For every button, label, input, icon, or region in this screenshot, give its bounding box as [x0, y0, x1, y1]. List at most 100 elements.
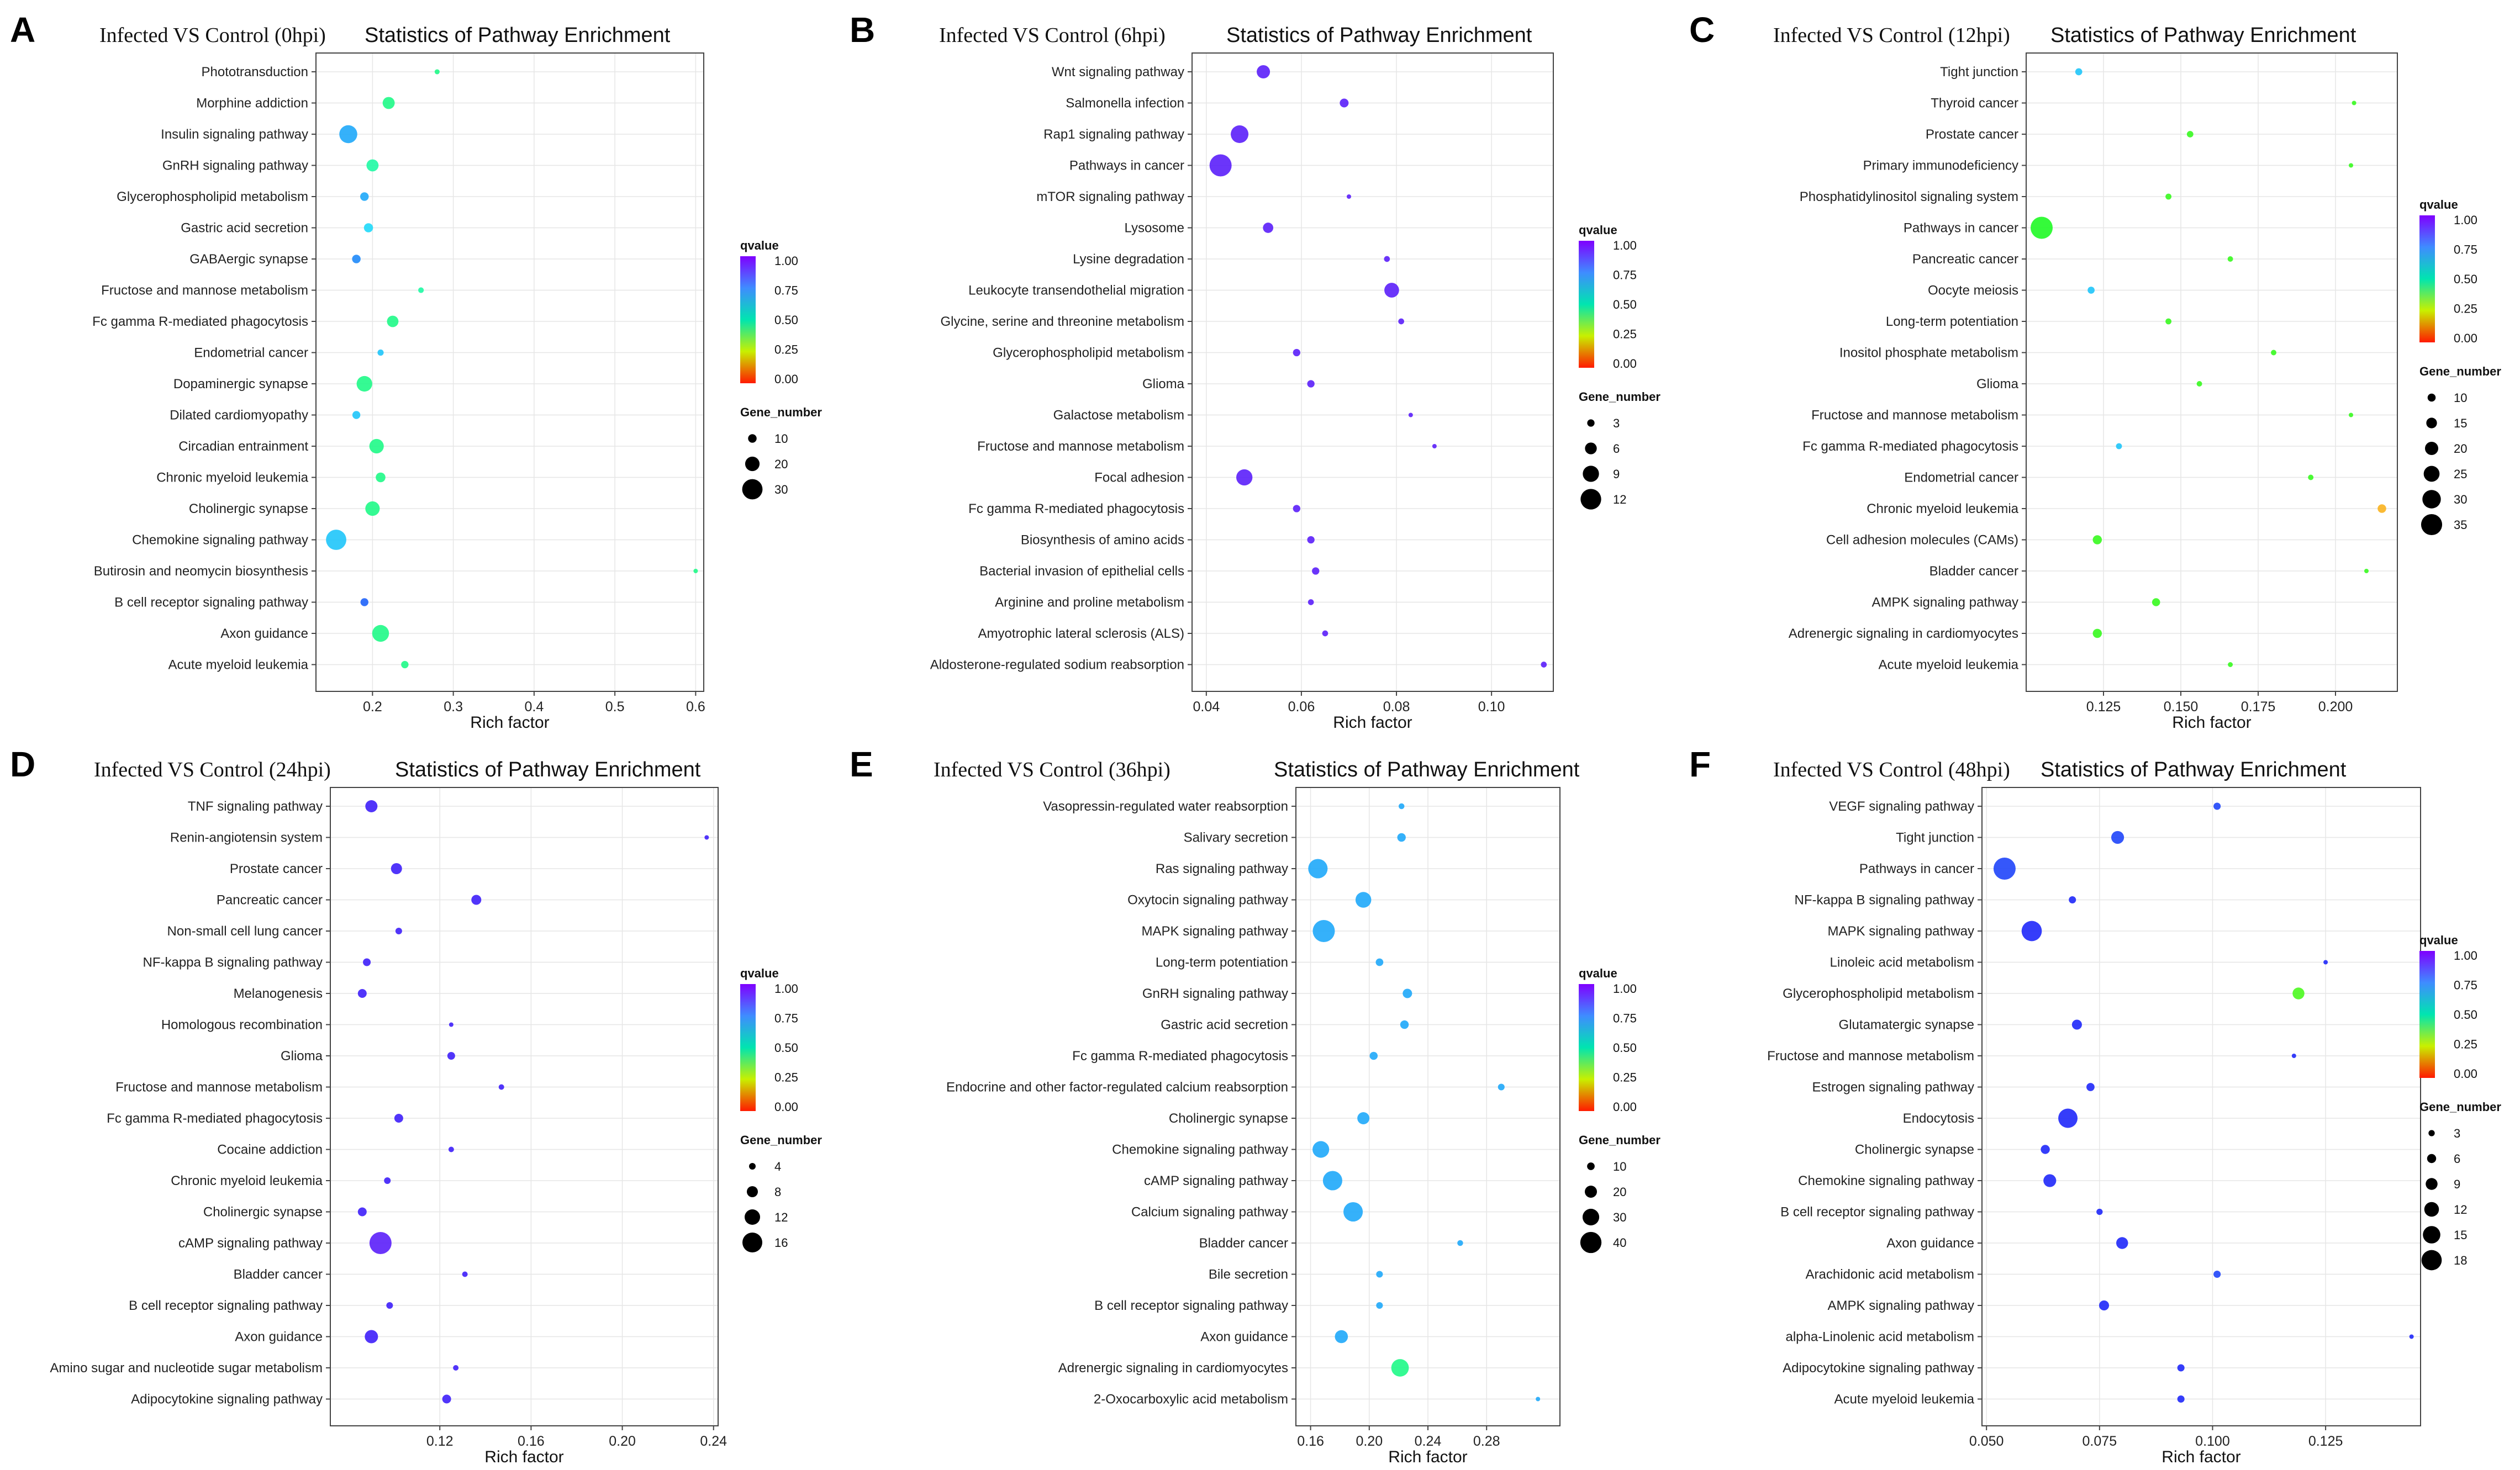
pathway-point	[1403, 988, 1412, 998]
x-tick-label: 0.06	[1288, 699, 1315, 715]
pathway-label: Fc gamma R-mediated phagocytosis	[107, 1111, 323, 1126]
pathway-label: Acute myeloid leukemia	[168, 658, 309, 673]
gene-number-legend-title: Gene_number	[1579, 1133, 1660, 1147]
pathway-label: Biosynthesis of amino acids	[1021, 533, 1184, 548]
gene-number-legend-dot	[1587, 419, 1595, 427]
pathway-point	[326, 530, 346, 550]
pathway-label: AMPK signaling pathway	[1872, 595, 2018, 610]
pathway-label: Cholinergic synapse	[1855, 1143, 1974, 1157]
x-tick-label: 0.12	[426, 1434, 454, 1449]
qvalue-legend-tick: 0.25	[2454, 302, 2477, 316]
gene-number-legend-value: 3	[1613, 416, 1620, 430]
pathway-label: Oocyte meiosis	[1928, 283, 2018, 298]
gene-number-legend-dot	[2423, 1226, 2440, 1244]
pathway-label: Glioma	[281, 1049, 323, 1064]
pathway-label: Phosphatidylinositol signaling system	[1800, 189, 2018, 204]
pathway-point	[1384, 256, 1390, 262]
gene-number-legend-dot	[2425, 442, 2438, 455]
pathway-point	[1355, 892, 1372, 908]
pathway-label: Circadian entrainment	[178, 439, 308, 454]
pathway-point	[2352, 101, 2356, 105]
pathway-point	[1335, 1330, 1348, 1344]
pathway-point	[2116, 443, 2122, 450]
pathway-label: Fc gamma R-mediated phagocytosis	[1072, 1049, 1288, 1064]
pathway-point	[2228, 662, 2233, 667]
pathway-point	[1993, 858, 2016, 880]
x-tick-label: 0.200	[2318, 699, 2353, 715]
pathway-point	[418, 287, 424, 293]
pathway-point	[366, 159, 379, 172]
plot-frame	[315, 52, 704, 692]
gene-number-legend-dot	[2427, 1154, 2437, 1164]
pathway-point	[382, 97, 395, 109]
pathway-point	[1322, 630, 1328, 637]
gene-number-legend-title: Gene_number	[2419, 364, 2501, 378]
x-axis-label: Rich factor	[484, 1448, 563, 1466]
pathway-point	[2292, 987, 2305, 1000]
pathway-point	[1231, 125, 1249, 143]
pathway-label: Insulin signaling pathway	[161, 127, 308, 142]
panel-title: Infected VS Control (6hpi)	[939, 24, 1166, 47]
pathway-point	[2041, 1145, 2050, 1154]
pathway-point	[2213, 802, 2221, 810]
gene-number-legend-value: 10	[2454, 391, 2467, 405]
pathway-point	[365, 800, 378, 812]
pathway-label: MAPK signaling pathway	[1828, 924, 1974, 939]
pathway-label: Dilated cardiomyopathy	[170, 408, 308, 423]
pathway-point	[386, 1302, 393, 1309]
plot-frame	[1981, 787, 2421, 1426]
gene-number-legend-value: 12	[1613, 493, 1626, 506]
pathway-label: Lysosome	[1125, 221, 1185, 236]
pathway-point	[1536, 1397, 1541, 1402]
gene-number-legend-value: 8	[774, 1185, 781, 1199]
pathway-label: mTOR signaling pathway	[1036, 189, 1184, 204]
pathway-point	[2364, 569, 2369, 573]
pathway-label: Arginine and proline metabolism	[995, 595, 1184, 610]
pathway-point	[704, 835, 709, 840]
gene-number-legend-value: 18	[2454, 1254, 2467, 1267]
gene-number-legend-dot	[1580, 489, 1601, 510]
pathway-point	[447, 1052, 455, 1060]
pathway-point	[369, 1232, 392, 1254]
pathway-point	[2092, 628, 2102, 638]
x-tick-label: 0.04	[1193, 699, 1220, 715]
x-tick-label: 0.125	[2308, 1434, 2343, 1449]
pathway-label: B cell receptor signaling pathway	[1094, 1298, 1288, 1313]
pathway-label: Linoleic acid metabolism	[1830, 955, 1974, 970]
x-tick-label: 0.125	[2086, 699, 2121, 715]
pathway-point	[2069, 896, 2076, 904]
pathway-label: Chemokine signaling pathway	[132, 533, 308, 548]
pathway-label: B cell receptor signaling pathway	[114, 595, 308, 610]
pathway-label: Acute myeloid leukemia	[1879, 658, 2019, 673]
pathway-point	[2099, 1300, 2110, 1311]
gene-number-legend-dot	[2426, 1178, 2438, 1190]
pathway-label: Glycerophospholipid metabolism	[117, 189, 308, 204]
gene-number-legend-title: Gene_number	[740, 405, 822, 419]
qvalue-legend-title: qvalue	[740, 239, 779, 252]
pathway-point	[2043, 1174, 2057, 1187]
x-axis-label: Rich factor	[470, 713, 549, 732]
pathway-point	[2021, 921, 2042, 942]
qvalue-legend-tick: 0.50	[774, 313, 798, 327]
pathway-label: Salmonella infection	[1066, 96, 1184, 111]
pathway-label: Ras signaling pathway	[1156, 861, 1288, 876]
qvalue-legend-tick: 0.25	[2454, 1038, 2477, 1051]
pathway-label: Pathways in cancer	[1859, 861, 1974, 876]
pathway-point	[1398, 803, 1405, 810]
pathway-label: Cholinergic synapse	[203, 1205, 323, 1220]
pathway-point	[1376, 1271, 1383, 1278]
pathway-point	[369, 438, 384, 454]
pathway-point	[1391, 1359, 1409, 1377]
qvalue-legend-tick: 0.50	[1613, 298, 1637, 311]
pathway-point	[384, 1177, 391, 1184]
qvalue-colorbar	[1579, 241, 1594, 368]
pathway-point	[387, 315, 399, 327]
pathway-point	[1293, 505, 1300, 512]
pathway-label: Axon guidance	[1200, 1330, 1288, 1345]
gene-number-legend-value: 25	[2454, 467, 2467, 481]
gene-number-legend-dot	[1580, 1231, 1602, 1254]
x-tick-label: 0.10	[1478, 699, 1505, 715]
pathway-point	[448, 1146, 454, 1152]
pathway-point	[462, 1271, 468, 1277]
x-tick-label: 0.6	[686, 699, 705, 715]
